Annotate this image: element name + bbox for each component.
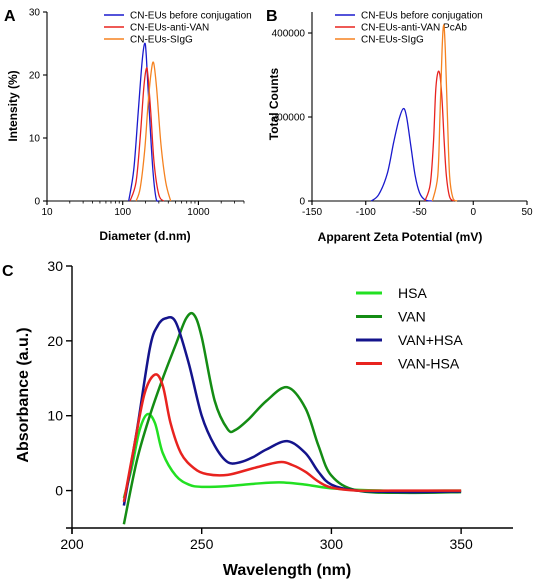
panel-a-y-tick-label: 20	[29, 71, 41, 82]
panel-c-x-tick-label: 250	[190, 536, 214, 552]
panel-c-y-tick-label: 0	[55, 483, 63, 499]
panel-b-y-tick-label: 0	[299, 197, 305, 208]
panel-c-y-tick-label: 20	[47, 333, 63, 349]
panel-b-x-tick-label: -150	[302, 207, 322, 218]
panel-c-legend-label: VAN	[398, 309, 426, 325]
panel-c-series-line-van	[122, 311, 462, 525]
panel-c-series-line-van-hsa	[122, 373, 462, 503]
panel-c-x-tick-label: 200	[60, 536, 84, 552]
panel-b: B Apparent Zeta Potential (mV) Total Cou…	[266, 8, 533, 244]
panel-b-x-axis-title: Apparent Zeta Potential (mV)	[318, 230, 483, 244]
panel-a-y-tick-label: 0	[34, 197, 40, 208]
panel-b-series-line-cn-eus-anti-van-pcab	[424, 70, 455, 202]
panel-a-legend-label: CN-EUs before conjugation	[130, 11, 252, 22]
panel-b-legend-label: CN-EUs before conjugation	[361, 11, 483, 22]
panel-a: A Diameter (d.nm) Intensity (%) 10 100 100…	[4, 8, 252, 244]
panel-c-series-line-hsa	[122, 412, 462, 499]
panel-b-series-line-cn-eus-before-conjugation	[370, 107, 433, 202]
panel-c-x-tick-label: 350	[449, 536, 473, 552]
panel-a-y-tick-label: 30	[29, 8, 41, 19]
panel-b-letter: B	[266, 8, 278, 25]
panel-c-y-tick-label: 10	[47, 408, 63, 424]
panel-b-legend-label: CN-EUs-SIgG	[361, 35, 424, 46]
panel-c-x-axis-title: Wavelength (nm)	[223, 562, 351, 579]
panel-b-legend-label: CN-EUs-anti-VAN PcAb	[361, 23, 467, 34]
panel-b-y-tick-label: 200000	[272, 113, 306, 124]
panel-a-y-tick-label: 10	[29, 134, 41, 145]
panel-c-series-line-van-hsa	[122, 315, 462, 506]
panel-b-y-axis-title: Total Counts	[267, 67, 281, 140]
panel-b-x-tick-label: -50	[412, 207, 427, 218]
panel-a-series-line-cn-eus-sigg	[135, 61, 172, 202]
panel-c: C Wavelength (nm) Absorbance (a.u.) 200 2…	[2, 258, 513, 579]
panel-a-legend-label: CN-EUs-SIgG	[130, 35, 193, 46]
panel-c-legend-label: HSA	[398, 285, 427, 301]
panel-b-x-tick-label: 50	[521, 207, 533, 218]
panel-a-letter: A	[4, 8, 16, 25]
panel-c-x-tick-label: 300	[320, 536, 344, 552]
panel-c-legend-label: VAN+HSA	[398, 332, 463, 348]
panel-c-y-tick-label: 30	[47, 258, 63, 274]
panel-b-x-tick-label: 0	[470, 207, 476, 218]
panel-a-x-tick-label: 100	[114, 207, 131, 218]
panel-b-y-tick-label: 400000	[272, 29, 306, 40]
panel-c-letter: C	[2, 263, 14, 280]
panel-a-series-line-cn-eus-before-conjugation	[128, 42, 160, 202]
panel-a-x-axis-title: Diameter (d.nm)	[99, 229, 190, 243]
panel-b-x-tick-label: -100	[356, 207, 376, 218]
panel-a-x-tick-label: 1000	[187, 207, 210, 218]
panel-c-y-axis-title: Absorbance (a.u.)	[15, 327, 32, 462]
panel-a-series-line-cn-eus-anti-van	[129, 67, 165, 202]
panel-c-legend-label: VAN-HSA	[398, 356, 460, 372]
panel-a-x-tick-label: 10	[41, 207, 53, 218]
panel-b-series-line-cn-eus-sigg	[431, 23, 458, 202]
panel-a-y-axis-title: Intensity (%)	[6, 70, 20, 141]
panel-a-legend-label: CN-EUs-anti-VAN	[130, 23, 209, 34]
